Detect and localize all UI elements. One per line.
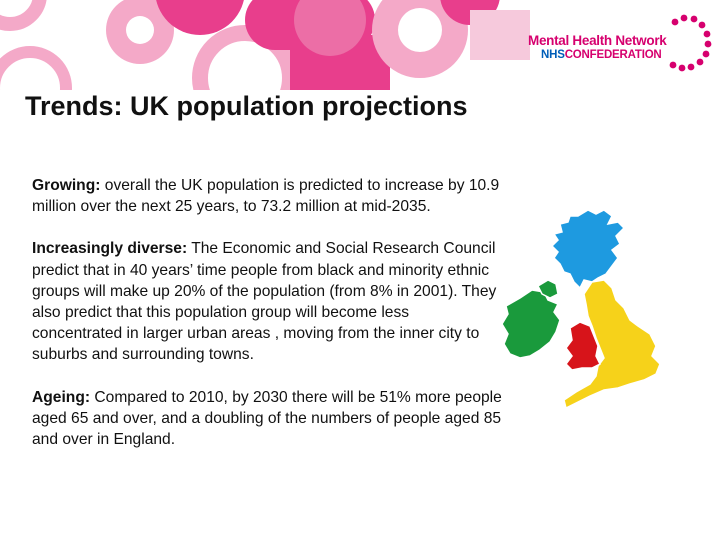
map-wales [565,321,602,371]
logo-line1: Mental Health Network [528,33,667,48]
mental-health-network-logo: Mental Health Network NHSCONFEDERATION [523,13,718,75]
map-ireland [501,289,561,359]
deco-circle [294,0,366,56]
paragraph-lead: Growing: [32,177,101,194]
content-body: Growing: overall the UK population is pr… [32,175,502,471]
paragraph-lead: Ageing: [32,388,91,406]
logo-dot [698,21,706,29]
uk-ireland-map [501,209,661,410]
paragraph-growing: Growing: overall the UK population is pr… [32,175,502,217]
paragraph-body: The Economic and Social Research Council… [32,240,497,364]
paragraph-lead: Increasingly diverse: [32,240,188,258]
deco-circle [0,0,47,31]
logo-dot [671,18,679,26]
paragraph-diverse: Increasingly diverse: The Economic and S… [32,238,502,365]
page-title: Trends: UK population projections [25,91,468,121]
logo-nhs: NHS [541,49,565,61]
logo-dot [703,30,711,38]
map-scotland [550,209,626,290]
deco-circle [398,8,442,52]
logo-dot [696,58,704,66]
deco-circle [126,16,154,44]
header-decoration [0,0,530,90]
map-northern-ireland [537,279,559,299]
logo-confederation: CONFEDERATION [564,49,662,61]
logo-dot [680,14,688,22]
logo-line2: NHSCONFEDERATION [541,49,662,61]
logo-dot [669,61,677,69]
deco-block [470,10,530,60]
paragraph-body: Compared to 2010, by 2030 there will be … [32,388,502,449]
paragraph-body: overall the UK population is predicted t… [32,177,500,216]
paragraph-ageing: Ageing: Compared to 2010, by 2030 there … [32,387,502,451]
logo-dot [687,63,695,71]
logo-dot [690,15,698,23]
deco-circle [0,46,72,90]
logo-dot [704,40,712,48]
logo-dot [702,50,710,58]
logo-dot [678,64,686,72]
dots-ring-icon [669,14,712,72]
map-england [563,279,661,410]
deco-circle [156,0,244,35]
